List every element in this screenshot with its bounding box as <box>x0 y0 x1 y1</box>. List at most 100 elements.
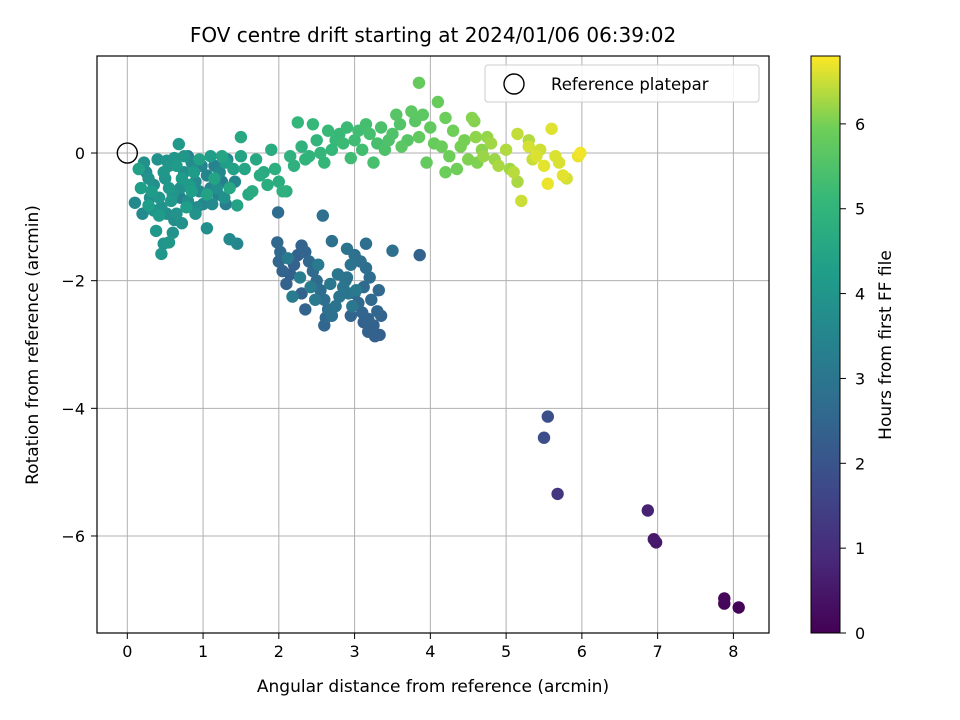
legend-marker <box>503 73 525 95</box>
scatter-point <box>556 169 570 182</box>
scatter-point <box>530 150 543 163</box>
x-tick-label: 0 <box>122 642 132 661</box>
x-tick-label: 4 <box>425 642 435 661</box>
scatter-point <box>293 271 307 284</box>
scatter-point <box>641 504 654 517</box>
x-axis-label: Angular distance from reference (arcmin) <box>257 677 609 697</box>
scatter-point <box>348 134 361 147</box>
scatter-point <box>299 245 312 259</box>
scatter-point <box>204 150 217 163</box>
scatter-point <box>325 309 339 322</box>
scatter-point <box>234 130 248 144</box>
scatter-point <box>142 199 155 212</box>
scatter-point <box>349 284 363 297</box>
scatter-point <box>304 280 317 294</box>
scatter-point <box>363 127 376 141</box>
x-tick-label: 6 <box>577 642 587 661</box>
scatter-point <box>215 150 229 163</box>
chart-title: FOV centre drift starting at 2024/01/06 … <box>190 23 676 47</box>
scatter-point <box>170 159 183 172</box>
scatter-point <box>321 124 335 137</box>
x-tick-label: 1 <box>198 642 208 661</box>
scatter-point <box>155 247 168 261</box>
scatter-point <box>291 116 304 129</box>
scatter-points <box>128 76 745 614</box>
scatter-point <box>549 150 562 163</box>
scatter-point <box>346 300 359 313</box>
scatter-point <box>340 242 354 255</box>
y-tick-label: −2 <box>61 272 85 291</box>
scatter-point <box>439 166 452 179</box>
scatter-point <box>439 111 452 125</box>
scatter-point <box>177 150 191 163</box>
scatter-point <box>309 293 322 306</box>
scatter-point <box>271 206 285 219</box>
scatter-point <box>325 234 339 248</box>
scatter-point <box>316 209 329 222</box>
scatter-point <box>172 137 185 151</box>
y-tick-label: −4 <box>61 399 85 418</box>
scatter-point <box>314 146 327 160</box>
scatter-point <box>223 181 236 195</box>
scatter-point <box>331 268 345 281</box>
scatter-point <box>359 118 373 131</box>
scatter-point <box>200 222 214 235</box>
scatter-point <box>223 233 236 246</box>
scatter-point <box>507 166 520 179</box>
scatter-point <box>412 130 426 144</box>
colorbar-tick-label: 3 <box>855 369 865 388</box>
y-axis-label: Rotation from reference (arcmin) <box>23 205 43 485</box>
scatter-point <box>128 196 142 209</box>
legend: Reference platepar <box>484 64 760 103</box>
scatter-point <box>318 156 331 169</box>
legend-box <box>484 64 760 103</box>
scatter-point <box>362 325 375 338</box>
scatter-point <box>365 293 378 306</box>
scatter-point <box>151 153 164 166</box>
scatter-point <box>551 487 564 501</box>
scatter-point <box>515 194 528 208</box>
scatter-point <box>511 127 524 141</box>
scatter-point <box>206 197 219 211</box>
scatter-point <box>337 137 350 150</box>
scatter-point <box>431 95 445 109</box>
scatter-point <box>306 118 320 131</box>
scatter-point <box>484 137 498 150</box>
scatter-point <box>180 201 193 214</box>
scatter-point <box>469 130 482 144</box>
scatter-point <box>272 175 285 188</box>
x-tick-label: 3 <box>349 642 359 661</box>
scatter-point <box>344 309 357 322</box>
scatter-point <box>372 284 385 297</box>
scatter-point <box>157 166 170 179</box>
scatter-point <box>132 162 145 176</box>
scatter-point <box>446 124 460 137</box>
plot-frame <box>96 55 770 634</box>
x-tick-label: 7 <box>653 642 663 661</box>
scatter-point <box>499 143 513 156</box>
x-axis-ticks: 0 1 2 3 4 5 6 7 8 <box>122 633 738 661</box>
scatter-point <box>458 134 471 147</box>
scatter-point <box>218 191 231 204</box>
scatter-point <box>286 290 299 303</box>
scatter-point <box>227 162 240 176</box>
scatter-point <box>318 293 331 306</box>
scatter-point <box>443 150 456 163</box>
scatter-point <box>359 237 373 250</box>
scatter-point <box>356 143 369 156</box>
scatter-point <box>718 592 731 605</box>
scatter-point <box>208 172 221 185</box>
scatter-point <box>416 108 429 121</box>
scatter-point <box>231 199 244 212</box>
scatter-point <box>249 153 263 166</box>
scatter-point <box>193 153 206 166</box>
scatter-point <box>170 207 183 220</box>
colorbar-ticks: 0 1 2 3 4 5 6 <box>840 115 865 643</box>
scatter-point <box>268 162 282 176</box>
scatter-point <box>395 140 408 153</box>
scatter-point <box>732 601 745 614</box>
colorbar-tick-label: 6 <box>855 115 865 134</box>
colorbar-tick-label: 5 <box>855 200 865 219</box>
scatter-point <box>152 209 166 222</box>
